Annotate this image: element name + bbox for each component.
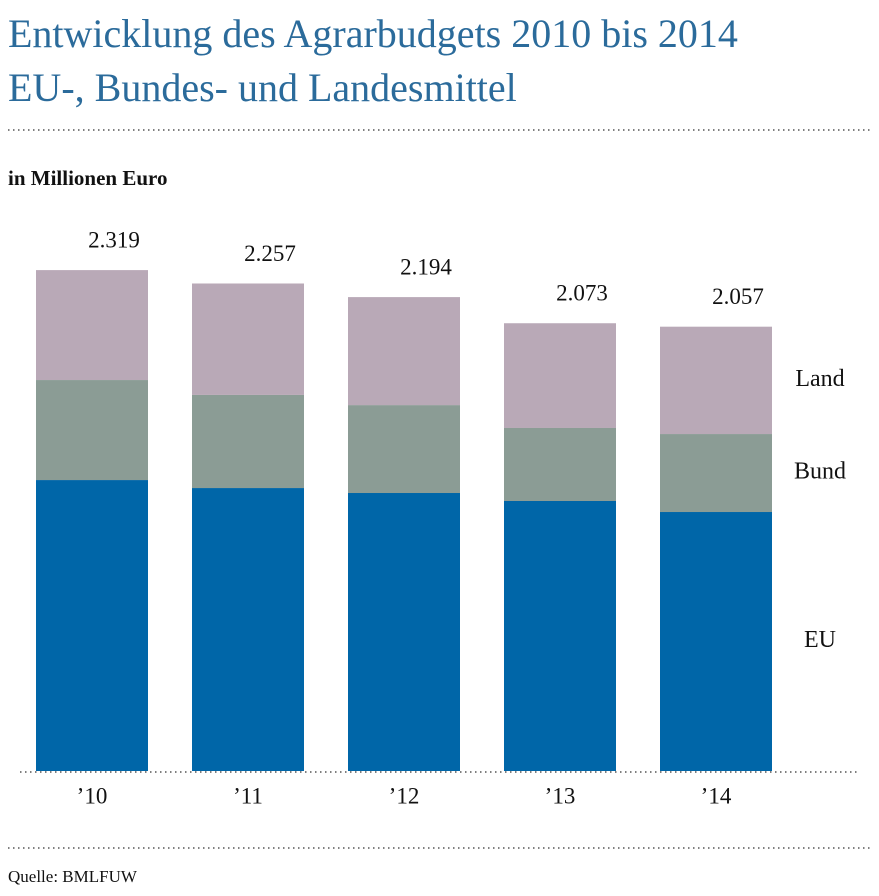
bar-segment: [36, 270, 148, 381]
bar-segment: [504, 323, 616, 428]
legend-label: EU: [804, 627, 836, 653]
bar-segment: [504, 501, 616, 771]
chart-title: Entwicklung des Agrarbudgets 2010 bis 20…: [8, 11, 738, 56]
bar-segment: [36, 480, 148, 771]
x-tick-label: ’14: [701, 783, 732, 808]
bar-segment: [192, 283, 304, 395]
total-label: 2.073: [556, 281, 608, 306]
bar-segment: [192, 488, 304, 771]
chart-subtitle: EU-, Bundes- und Landesmittel: [8, 65, 517, 110]
total-label: 2.194: [400, 254, 452, 279]
legend-label: Land: [795, 366, 844, 392]
bar-segment: [192, 394, 304, 489]
bar-segment: [36, 380, 148, 481]
x-tick-label: ’11: [233, 783, 263, 808]
bar-segment: [348, 405, 460, 494]
total-label: 2.257: [244, 241, 296, 266]
x-tick-label: ’12: [389, 783, 420, 808]
x-tick-label: ’10: [77, 783, 108, 808]
legend-label: Bund: [794, 459, 846, 485]
total-label: 2.057: [712, 284, 764, 309]
bar-segment: [348, 297, 460, 406]
bar-segment: [504, 427, 616, 501]
unit-label: in Millionen Euro: [8, 166, 167, 190]
x-tick-label: ’13: [545, 783, 576, 808]
bar-segment: [660, 434, 772, 513]
bar-segment: [660, 326, 772, 435]
total-label: 2.319: [88, 227, 140, 252]
bar-segment: [348, 493, 460, 771]
bar-segment: [660, 512, 772, 771]
source: Quelle: BMLFUW: [8, 867, 138, 886]
